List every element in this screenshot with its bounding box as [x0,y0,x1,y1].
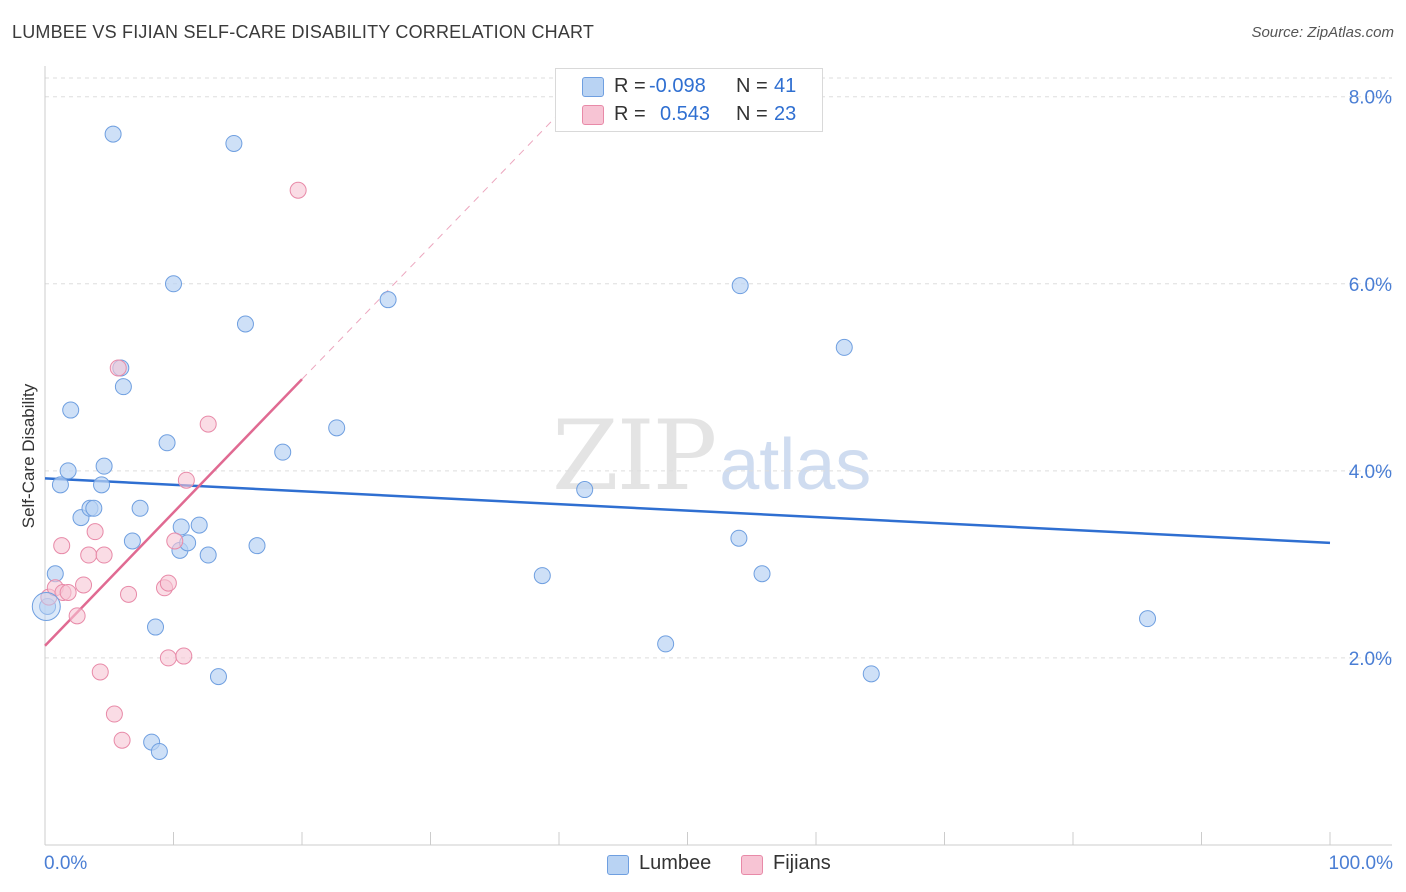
point-lumbee [533,567,551,585]
point-lumbee [835,338,853,356]
fijians-swatch-icon [582,105,604,125]
point-lumbee [123,532,141,550]
point-lumbee [236,315,254,333]
point-lumbee [62,401,80,419]
n-label: N = [736,103,768,125]
point-lumbee [85,499,103,517]
point-fijians [113,731,131,749]
lumbee-swatch-icon [582,77,604,97]
point-lumbee [225,134,243,152]
trendline-fijians [44,378,303,647]
point-lumbee [248,537,266,555]
x-tick-label-min: 0.0% [44,853,87,874]
point-lumbee [172,518,190,536]
r-label: R = [614,75,646,97]
point-fijians [175,647,193,665]
n-value: 23 [774,103,797,125]
chart-title: LUMBEE VS FIJIAN SELF-CARE DISABILITY CO… [12,22,595,42]
point-fijians [75,576,93,594]
point-lumbee [1139,610,1157,628]
point-fijians [80,546,98,564]
point-fijians [68,607,86,625]
stats-row-fijians: R = 0.543 N = 23 [556,101,822,129]
legend: Lumbee Fijians [0,852,1406,880]
n-value: 41 [774,75,797,97]
lumbee-legend-icon [607,855,629,875]
point-lumbee [59,462,77,480]
point-lumbee [328,419,346,437]
point-fijians [86,523,104,541]
point-lumbee [51,476,69,494]
axes [44,66,1392,846]
point-lumbee [576,481,594,499]
point-fijians [177,471,195,489]
n-label: N = [736,75,768,97]
data-points [31,125,1157,760]
point-lumbee [131,499,149,517]
point-lumbee [158,434,176,452]
point-lumbee-cluster [31,591,61,621]
point-lumbee [379,291,397,309]
point-lumbee [93,476,111,494]
stats-row-lumbee: R = -0.098 N = 41 [556,73,822,101]
point-lumbee [731,277,749,295]
point-fijians [109,359,127,377]
point-lumbee [147,618,165,636]
tick-labels: 2.0% 4.0% 6.0% 8.0% 0.0% 100.0% [44,88,1393,874]
point-lumbee [199,546,217,564]
point-lumbee [150,742,168,760]
point-fijians [120,585,138,603]
point-lumbee [104,125,122,143]
point-lumbee [114,378,132,396]
point-lumbee [95,457,113,475]
r-value: 0.543 [660,103,711,125]
y-tick-label: 6.0% [1349,275,1392,296]
point-lumbee [657,635,675,653]
point-fijians [91,663,109,681]
trendline-fijians [301,113,560,380]
y-tick-label: 2.0% [1349,649,1392,670]
point-fijians [59,583,77,601]
trendlines [44,113,1331,647]
point-fijians [166,532,184,550]
y-axis-label: Self-Care Disability [19,383,38,528]
point-fijians [159,649,177,667]
point-lumbee [730,529,748,547]
point-lumbee [274,443,292,461]
point-lumbee [190,516,208,534]
stats-box: R = -0.098 N = 41 R = 0.543 N = 23 [555,68,823,132]
point-lumbee [165,275,182,293]
point-lumbee [209,668,227,686]
fijians-legend-icon [741,855,763,875]
point-fijians [159,574,177,592]
r-label: R = [614,103,646,125]
legend-label-fijians: Fijians [773,852,831,874]
point-fijians [53,537,71,555]
legend-label-lumbee: Lumbee [639,852,712,874]
point-fijians [289,181,307,199]
point-lumbee [753,565,771,583]
x-tick-label-max: 100.0% [1329,853,1394,874]
point-fijians [95,546,113,564]
point-fijians [105,705,123,723]
y-tick-label: 8.0% [1349,88,1392,109]
trendline-lumbee [44,477,1331,545]
point-fijians [199,415,217,433]
r-value: -0.098 [649,75,706,97]
grid-lines [45,77,1392,659]
source-label: Source: ZipAtlas.com [1251,24,1394,41]
point-lumbee [862,665,880,683]
y-tick-label: 4.0% [1349,462,1392,483]
